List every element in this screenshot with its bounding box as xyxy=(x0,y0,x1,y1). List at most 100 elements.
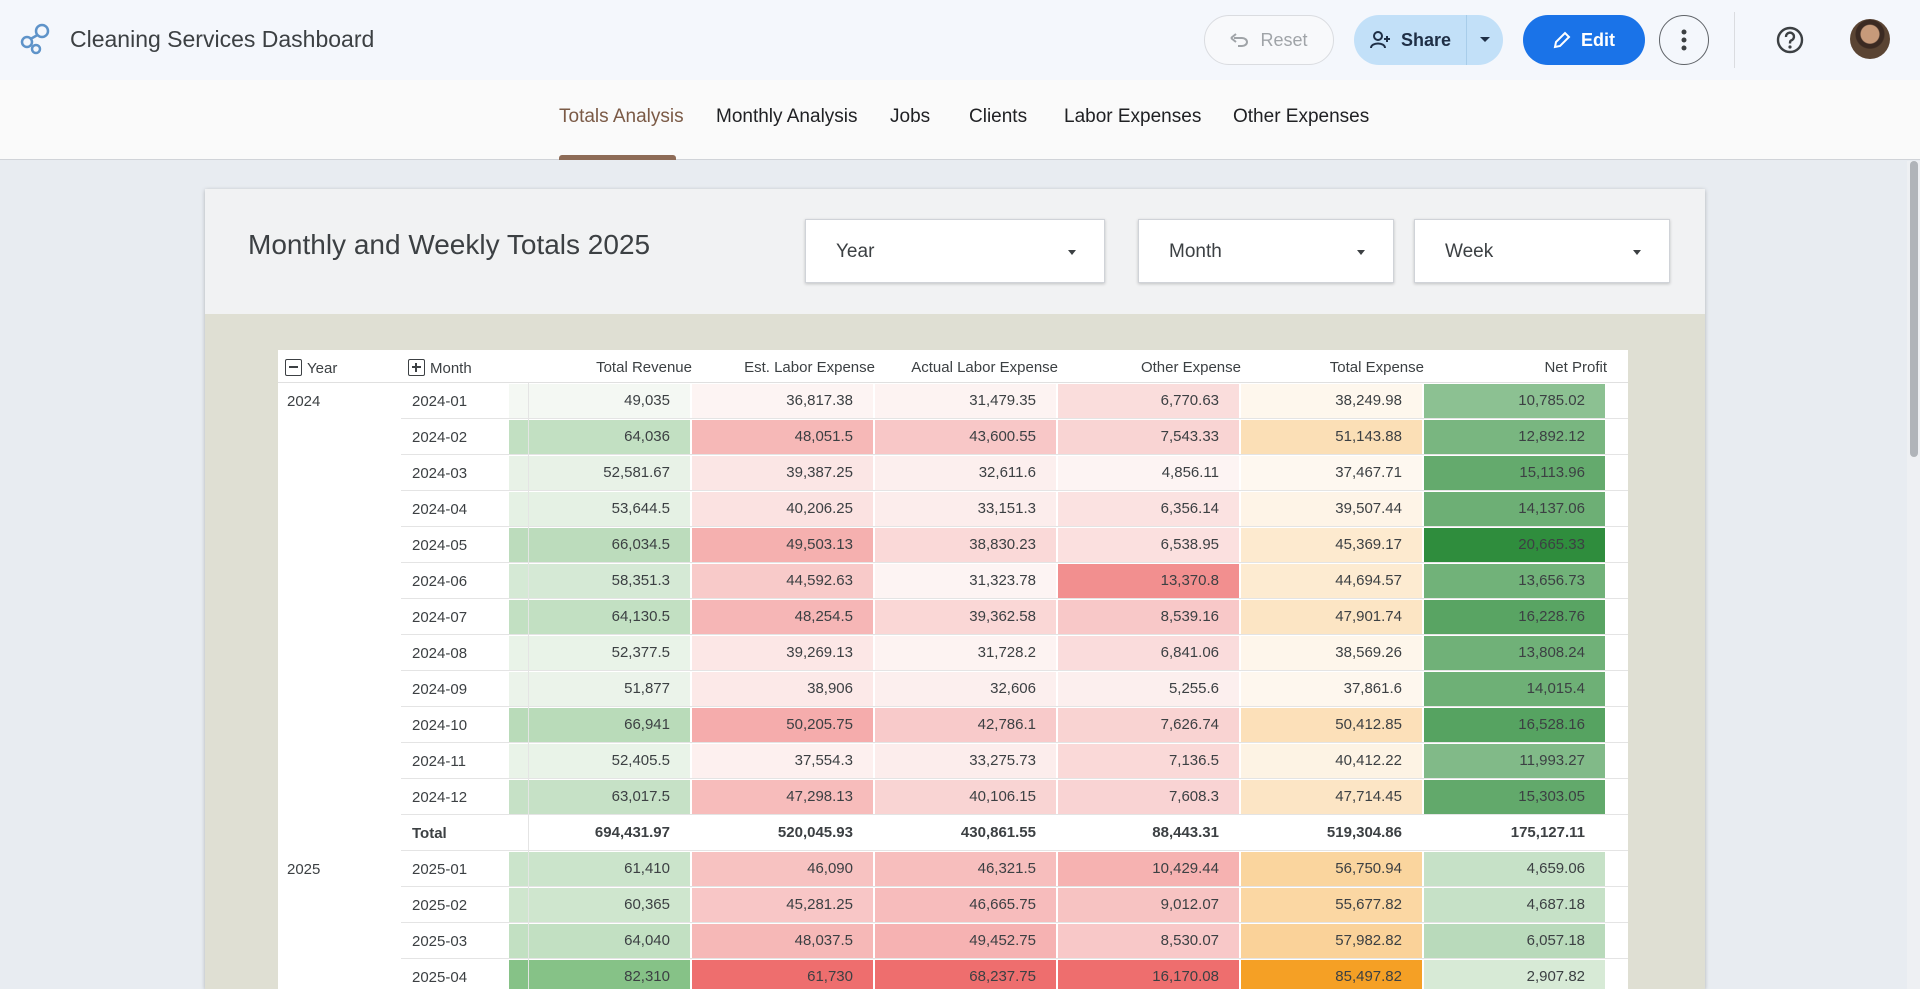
tab-labor-expenses[interactable]: Labor Expenses xyxy=(1064,106,1202,127)
value-cell: 15,303.05 xyxy=(1424,780,1605,814)
avatar[interactable] xyxy=(1850,19,1890,59)
header-total-expense[interactable]: Total Expense xyxy=(1329,359,1424,376)
report-title: Monthly and Weekly Totals 2025 xyxy=(248,229,651,260)
report-canvas: Year Month Total Revenue Est. Labor Expe… xyxy=(205,314,1705,989)
row-divider xyxy=(401,778,1628,779)
value-cell: 66,034.5 xyxy=(509,528,690,562)
month-label: 2025-03 xyxy=(412,933,468,950)
value-cell: 57,982.82 xyxy=(1241,924,1422,958)
value-cell: 11,993.27 xyxy=(1424,744,1605,778)
logo-icon xyxy=(20,23,50,55)
value-cell: 51,143.88 xyxy=(1241,420,1422,454)
value-cell: 9,012.07 xyxy=(1058,888,1239,922)
value-cell: 48,051.5 xyxy=(692,420,873,454)
table-header: Year Month Total Revenue Est. Labor Expe… xyxy=(278,350,1628,383)
value-cell: 47,714.45 xyxy=(1241,780,1422,814)
table-row: 2024-05 66,034.5 49,503.13 38,830.23 6,538.9… xyxy=(278,527,1628,563)
month-filter[interactable]: Month xyxy=(1138,219,1394,283)
year-label: 2025 xyxy=(287,861,321,878)
value-cell: 6,770.63 xyxy=(1058,384,1239,418)
active-tab-indicator xyxy=(559,155,676,160)
value-cell: 16,170.08 xyxy=(1058,960,1239,989)
header-total-revenue[interactable]: Total Revenue xyxy=(596,359,692,376)
week-filter[interactable]: Week xyxy=(1414,219,1670,283)
month-label: 2024-06 xyxy=(412,573,468,590)
year-label: 2024 xyxy=(287,393,321,410)
year-group-cell: 2025 xyxy=(278,851,401,989)
value-cell: 47,901.74 xyxy=(1241,600,1422,634)
top-bar: Cleaning Services Dashboard Reset Share … xyxy=(0,0,1920,80)
reset-label: Reset xyxy=(1260,29,1308,50)
value-cell: 64,040 xyxy=(509,924,690,958)
value-cell: 40,412.22 xyxy=(1241,744,1422,778)
month-label: 2024-05 xyxy=(412,537,468,554)
row-divider xyxy=(401,418,1628,419)
value-cell: 31,479.35 xyxy=(875,384,1056,418)
year-header[interactable]: Year xyxy=(285,359,337,377)
tab-totals-analysis[interactable]: Totals Analysis xyxy=(559,106,684,127)
month-header[interactable]: Month xyxy=(408,359,472,377)
more-options-button[interactable] xyxy=(1659,15,1709,65)
edit-button[interactable]: Edit xyxy=(1523,15,1645,65)
table-row: 2024-08 52,377.5 39,269.13 31,728.2 6,841.06… xyxy=(278,635,1628,671)
year-filter[interactable]: Year xyxy=(805,219,1105,283)
header-actual-labor-expense[interactable]: Actual Labor Expense xyxy=(911,359,1058,376)
value-cell: 43,600.55 xyxy=(875,420,1056,454)
value-cell: 42,786.1 xyxy=(875,708,1056,742)
collapse-icon[interactable] xyxy=(285,359,302,376)
row-divider xyxy=(401,922,1628,923)
value-cell: 61,730 xyxy=(692,960,873,989)
table-row: 2025-02 60,365 45,281.25 46,665.75 9,012.07 5… xyxy=(278,887,1628,923)
tab-other-expenses[interactable]: Other Expenses xyxy=(1233,106,1370,127)
app-title: Cleaning Services Dashboard xyxy=(70,26,375,52)
value-cell: 52,377.5 xyxy=(509,636,690,670)
row-divider xyxy=(401,742,1628,743)
value-cell: 38,906 xyxy=(692,672,873,706)
report-header: Monthly and Weekly Totals 2025 Year Mont… xyxy=(205,189,1705,314)
table-row: 2024-06 58,351.3 44,592.63 31,323.78 13,370.… xyxy=(278,563,1628,599)
table-row: 2024-03 52,581.67 39,387.25 32,611.6 4,856.1… xyxy=(278,455,1628,491)
month-label: 2024-04 xyxy=(412,501,468,518)
value-cell: 12,892.12 xyxy=(1424,420,1605,454)
value-cell: 56,750.94 xyxy=(1241,852,1422,886)
total-row: Total 694,431.97 520,045.93 430,861.55 88,44… xyxy=(278,815,1628,851)
month-label: 2024-10 xyxy=(412,717,468,734)
share-button[interactable]: Share xyxy=(1354,15,1466,65)
header-net-profit[interactable]: Net Profit xyxy=(1544,359,1607,376)
table-row: 2024-04 53,644.5 40,206.25 33,151.3 6,356.14… xyxy=(278,491,1628,527)
value-cell: 39,387.25 xyxy=(692,456,873,490)
value-cell: 46,090 xyxy=(692,852,873,886)
value-cell: 49,503.13 xyxy=(692,528,873,562)
header-est-labor-expense[interactable]: Est. Labor Expense xyxy=(744,359,875,376)
caret-down-icon xyxy=(1068,250,1076,255)
header-other-expense[interactable]: Other Expense xyxy=(1140,359,1241,376)
help-button[interactable] xyxy=(1772,22,1808,58)
month-label: 2024-07 xyxy=(412,609,468,626)
value-cell: 6,538.95 xyxy=(1058,528,1239,562)
value-cell: 15,113.96 xyxy=(1424,456,1605,490)
value-cell: 40,106.15 xyxy=(875,780,1056,814)
value-cell: 68,237.75 xyxy=(875,960,1056,989)
tab-monthly-analysis[interactable]: Monthly Analysis xyxy=(716,106,858,127)
table-row: 2024-07 64,130.5 48,254.5 39,362.58 8,539.16… xyxy=(278,599,1628,635)
row-divider xyxy=(401,454,1628,455)
value-cell: 20,665.33 xyxy=(1424,528,1605,562)
scrollbar-thumb[interactable] xyxy=(1910,161,1918,457)
share-label: Share xyxy=(1400,29,1452,50)
tab-jobs[interactable]: Jobs xyxy=(890,106,931,127)
page-scrollbar[interactable] xyxy=(1907,161,1920,989)
expand-icon[interactable] xyxy=(408,359,425,376)
row-divider xyxy=(401,958,1628,959)
table-row: 2024-12 63,017.5 47,298.13 40,106.15 7,608.3… xyxy=(278,779,1628,815)
share-dropdown-button[interactable] xyxy=(1466,15,1503,65)
reset-button[interactable]: Reset xyxy=(1204,15,1334,65)
value-cell: 31,323.78 xyxy=(875,564,1056,598)
value-cell: 64,130.5 xyxy=(509,600,690,634)
table-row: 2024-02 64,036 48,051.5 43,600.55 7,543.33 51… xyxy=(278,419,1628,455)
value-cell: 14,137.06 xyxy=(1424,492,1605,526)
tab-clients[interactable]: Clients xyxy=(969,106,1028,127)
value-cell: 6,841.06 xyxy=(1058,636,1239,670)
table-row: 2024-11 52,405.5 37,554.3 33,275.73 7,136.5 4… xyxy=(278,743,1628,779)
value-cell: 39,269.13 xyxy=(692,636,873,670)
value-cell: 4,856.11 xyxy=(1058,456,1239,490)
